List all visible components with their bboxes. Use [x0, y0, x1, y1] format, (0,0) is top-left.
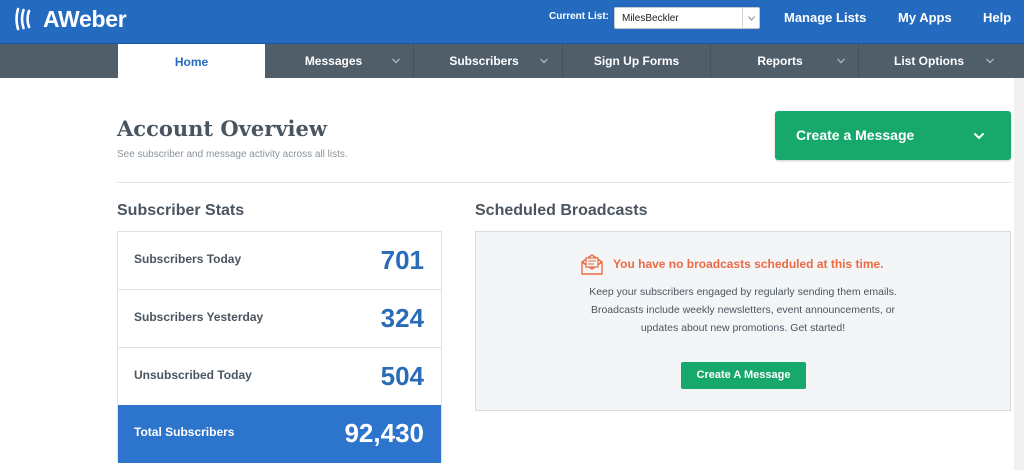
nav-divider	[413, 44, 414, 78]
tab-home[interactable]: Home	[118, 44, 265, 79]
stat-value: 504	[380, 361, 424, 391]
tab-label: Home	[174, 54, 209, 69]
my-apps-link[interactable]: My Apps	[898, 10, 952, 25]
scheduled-broadcasts-panel: You have no broadcasts scheduled at this…	[475, 231, 1011, 411]
nav-divider	[710, 44, 711, 78]
tab-sign-up-forms[interactable]: Sign Up Forms	[563, 44, 710, 78]
stat-row-total-subscribers: Total Subscribers 92,430	[118, 405, 441, 463]
tab-list-options[interactable]: List Options	[859, 44, 1006, 78]
tab-label: Messages	[304, 54, 363, 68]
scheduled-broadcasts-title: Scheduled Broadcasts	[475, 202, 648, 219]
tab-label: Reports	[757, 54, 803, 68]
subscriber-stats-title: Subscriber Stats	[117, 202, 245, 219]
top-bar: AWeber Current List: MilesBeckler Manage…	[0, 0, 1024, 44]
help-link[interactable]: Help	[983, 10, 1012, 25]
stat-row-unsubscribed-today: Unsubscribed Today 504	[118, 348, 441, 406]
tab-label: List Options	[894, 54, 964, 68]
chevron-down-icon	[392, 58, 400, 64]
stat-label: Subscribers Yesterday	[134, 310, 264, 324]
tab-label: Sign Up Forms	[593, 54, 680, 68]
broadcasts-description-line: Keep your subscribers engaged by regular…	[589, 286, 897, 298]
stat-label: Unsubscribed Today	[134, 368, 252, 382]
tab-label: Subscribers	[449, 54, 519, 68]
no-broadcasts-headline: You have no broadcasts scheduled at this…	[613, 257, 884, 271]
create-message-button[interactable]: Create a Message	[775, 111, 1011, 160]
stat-value: 701	[380, 245, 424, 275]
broadcasts-description-line: updates about new promotions. Get starte…	[640, 322, 846, 334]
main-nav: Home Messages Subscribers Sign Up Forms …	[0, 44, 1024, 79]
subscriber-stats-panel: Subscribers Today 701 Subscribers Yester…	[117, 231, 442, 463]
page-subtitle: See subscriber and message activity acro…	[117, 149, 348, 160]
chevron-down-icon	[986, 58, 994, 64]
page-scrollbar[interactable]	[1014, 78, 1024, 470]
page-title: Account Overview	[117, 116, 327, 141]
chevron-down-icon	[837, 58, 845, 64]
stat-label: Total Subscribers	[134, 425, 235, 439]
tab-subscribers[interactable]: Subscribers	[414, 44, 562, 78]
chevron-down-icon	[742, 8, 759, 28]
current-list-select[interactable]: MilesBeckler	[614, 7, 760, 29]
current-list-value: MilesBeckler	[622, 13, 679, 24]
stat-value: 92,430	[344, 418, 424, 448]
nav-divider	[562, 44, 563, 78]
manage-lists-link[interactable]: Manage Lists	[784, 10, 867, 25]
chevron-down-icon	[540, 58, 548, 64]
stat-value: 324	[380, 303, 424, 333]
create-a-message-label: Create A Message	[696, 369, 791, 381]
section-divider	[117, 182, 1011, 183]
stat-row-subscribers-today: Subscribers Today 701	[118, 232, 441, 290]
aweber-logo[interactable]: AWeber	[14, 4, 127, 34]
chevron-down-icon	[974, 133, 984, 140]
stat-row-subscribers-yesterday: Subscribers Yesterday 324	[118, 290, 441, 348]
tab-messages[interactable]: Messages	[266, 44, 413, 78]
broadcasts-description-line: Broadcasts include weekly newsletters, e…	[590, 304, 896, 316]
nav-divider	[858, 44, 859, 78]
create-a-message-button[interactable]: Create A Message	[681, 362, 806, 389]
app-name: AWeber	[43, 5, 127, 32]
current-list-label: Current List:	[549, 11, 609, 22]
aweber-wave-logo-icon	[15, 7, 31, 31]
create-message-label: Create a Message	[796, 127, 915, 143]
stat-label: Subscribers Today	[134, 252, 242, 266]
tab-reports[interactable]: Reports	[711, 44, 858, 78]
envelope-letter-icon	[581, 254, 603, 275]
